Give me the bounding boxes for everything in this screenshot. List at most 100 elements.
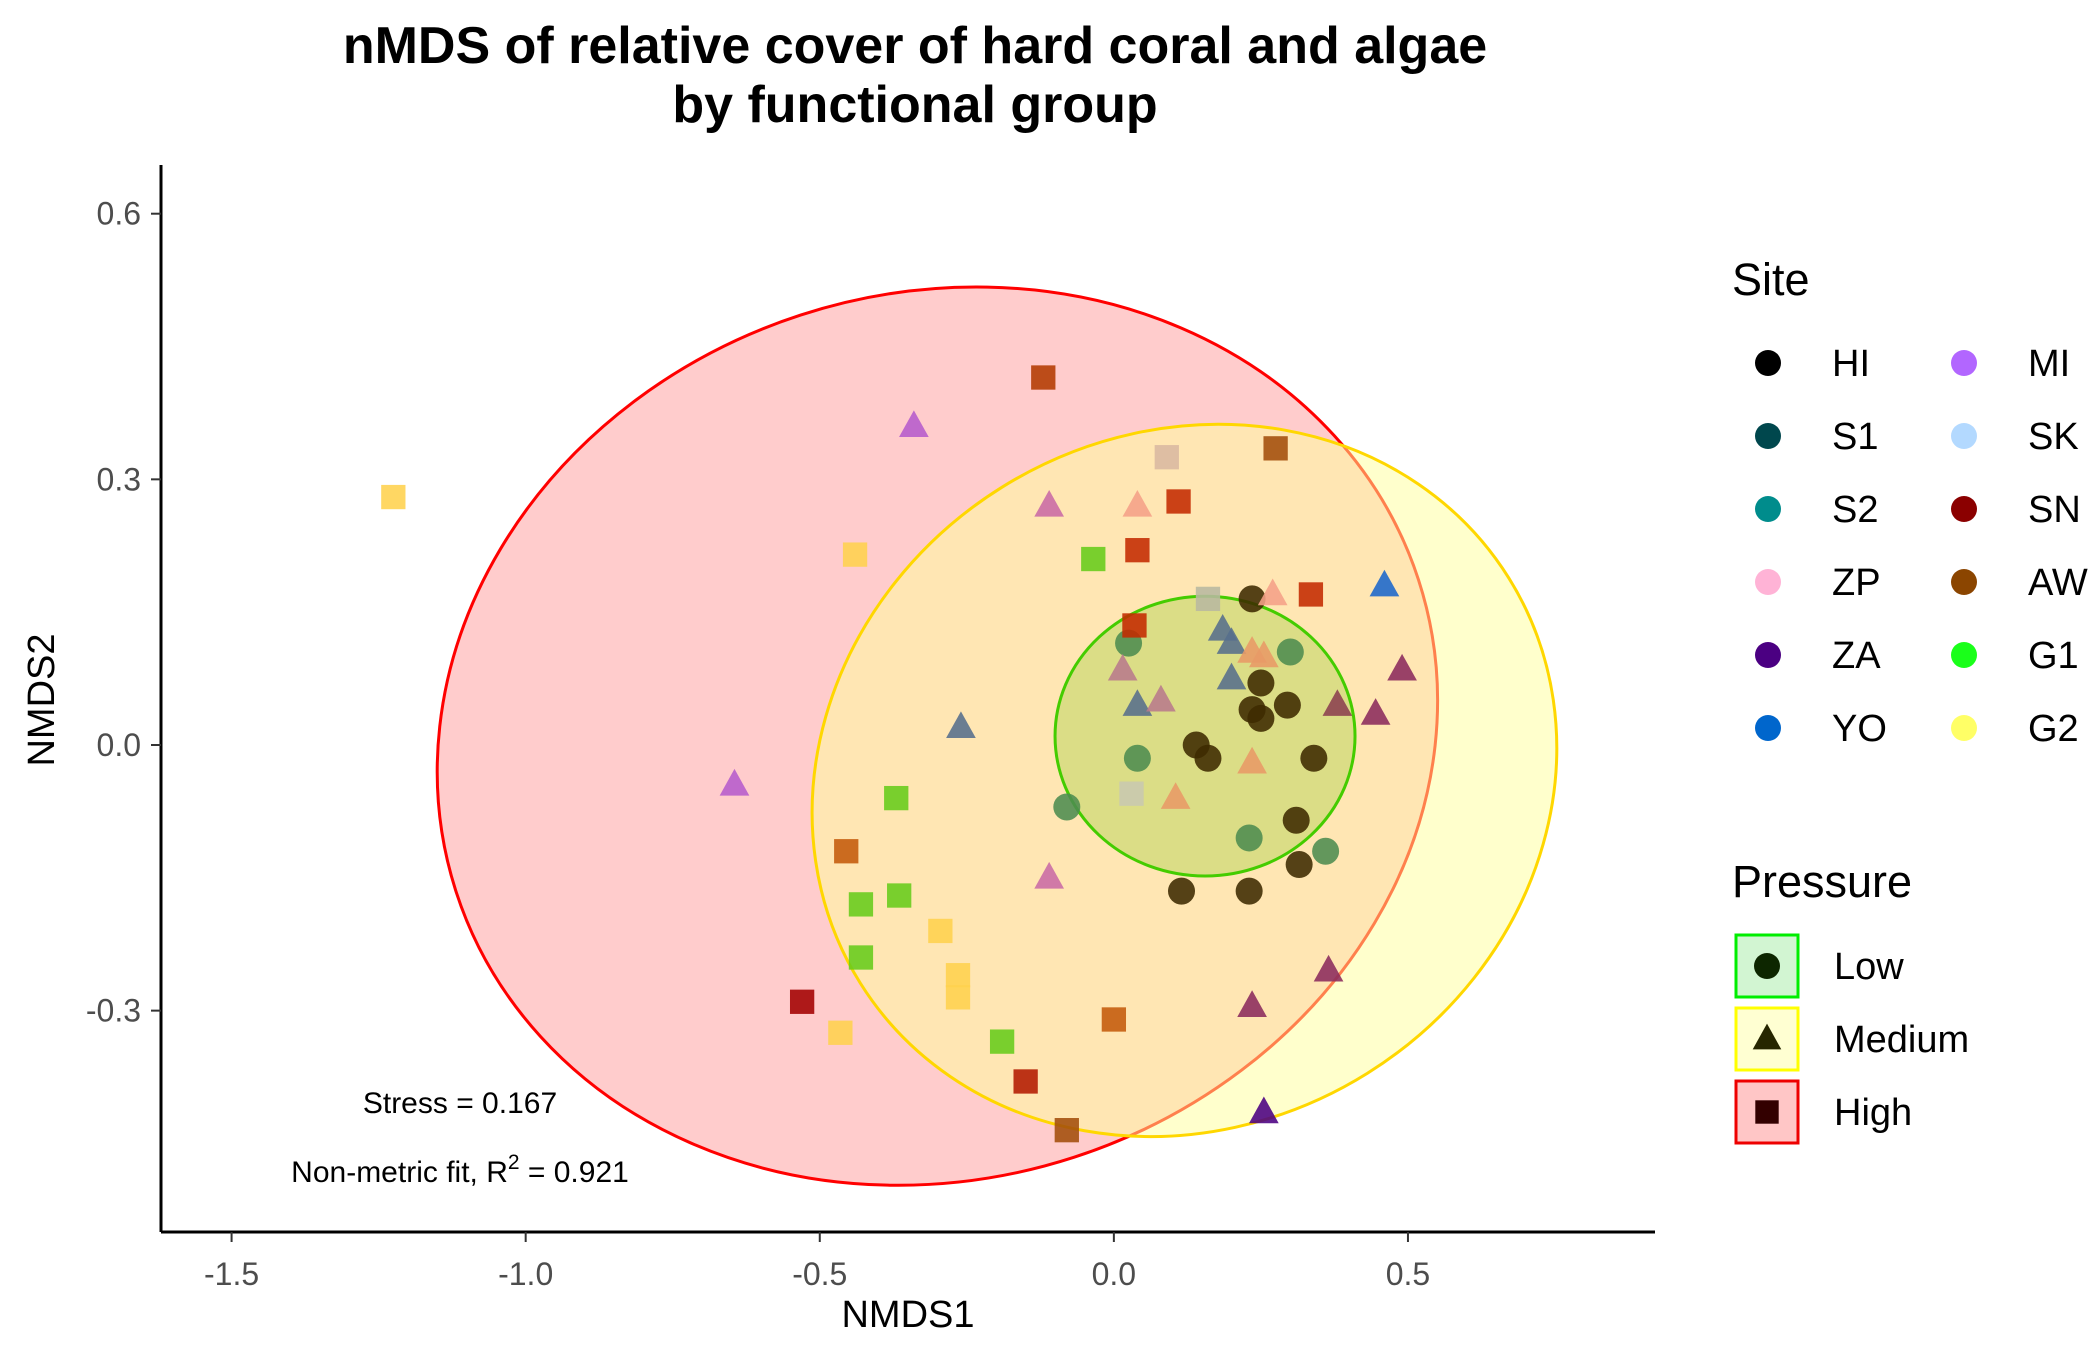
point-medium-triangle — [1237, 990, 1267, 1017]
point-high-square — [842, 542, 868, 567]
legend-site-key — [1951, 569, 1977, 595]
point-high-square — [884, 785, 909, 811]
point-high-square — [1031, 365, 1056, 390]
point-low-circle — [1235, 824, 1263, 852]
point-medium-triangle — [1122, 490, 1153, 517]
point-medium-triangle — [719, 768, 750, 796]
point-high-square — [848, 945, 874, 970]
point-medium-triangle — [1122, 689, 1153, 716]
point-low-circle — [1282, 806, 1310, 834]
fit-annotation: Non-metric fit, R2 = 0.921 — [291, 1151, 629, 1189]
point-medium-triangle — [946, 711, 976, 739]
y-ticks: -0.3 0.0 0.3 0.6 — [86, 196, 161, 1029]
point-high-square — [381, 484, 406, 510]
axes: -1.5 -1.0 -0.5 0.0 0.5 -0.3 0.0 0.3 0.6 — [86, 165, 1655, 1292]
point-medium-triangle — [1216, 662, 1247, 690]
point-high-square — [1013, 1069, 1038, 1094]
point-low-circle — [1168, 877, 1196, 905]
point-high-square — [1166, 489, 1191, 514]
point-medium-triangle — [1257, 578, 1288, 606]
point-high-square — [848, 892, 874, 917]
y-tick-label: 0.6 — [97, 196, 141, 232]
point-low-circle — [1238, 585, 1266, 613]
legend-site-label: MI — [2028, 343, 2070, 385]
legend-site-label: S1 — [1832, 416, 1878, 458]
fit-annotation-superscript: 2 — [508, 1151, 520, 1174]
point-medium-triangle — [899, 410, 929, 437]
point-high-square — [945, 963, 971, 988]
point-medium-triangle — [1160, 782, 1191, 809]
point-low-circle — [1247, 704, 1275, 732]
point-medium-triangle — [1360, 698, 1391, 725]
legend-site: Site HI S1 S2 ZP ZA YO MI SK SN AW G1 G2 — [1732, 254, 2088, 750]
ellipse-layer — [435, 285, 1559, 1187]
ellipse-medium — [810, 422, 1559, 1139]
legend-site-key — [1951, 496, 1977, 522]
point-high-square — [789, 989, 815, 1014]
legend-site-label: ZA — [1832, 635, 1881, 677]
point-medium-triangle — [1034, 861, 1065, 889]
point-high-square — [887, 883, 912, 908]
legend-site-key — [1755, 423, 1781, 449]
legend-pressure-key-square — [1755, 1100, 1779, 1124]
point-medium-triangle — [1034, 490, 1065, 517]
legend-site-label: SN — [2028, 489, 2081, 531]
legend-site-key — [1755, 496, 1781, 522]
point-high-square — [834, 839, 859, 864]
point-low-circle — [1273, 691, 1301, 719]
point-medium-triangle — [1216, 627, 1247, 654]
point-low-circle — [1235, 877, 1263, 905]
x-tick-label: -1.5 — [204, 1256, 259, 1292]
point-high-square — [1122, 613, 1147, 638]
point-medium-triangle — [1249, 1096, 1279, 1124]
y-tick-label: 0.3 — [97, 461, 141, 497]
point-low-circle — [1276, 638, 1304, 666]
legend-pressure-label: Medium — [1834, 1019, 1969, 1061]
fit-annotation-suffix: = 0.921 — [520, 1156, 629, 1189]
point-high-square — [1101, 1007, 1127, 1032]
x-tick-label: 0.5 — [1386, 1256, 1430, 1292]
point-high-square — [945, 985, 971, 1010]
legend-site-key — [1951, 350, 1977, 376]
point-high-square — [1125, 538, 1150, 563]
legend-site-label: AW — [2028, 562, 2088, 604]
legend-site-label: YO — [1832, 708, 1887, 750]
x-tick-label: 0.0 — [1092, 1256, 1136, 1292]
legend-site-key — [1755, 350, 1781, 376]
legend-pressure: Pressure Low Medium High — [1732, 856, 1969, 1145]
point-medium-triangle — [1237, 746, 1267, 774]
point-low-circle — [1123, 744, 1151, 772]
point-high-square — [1081, 546, 1106, 572]
stress-annotation: Stress = 0.167 — [363, 1087, 557, 1120]
point-high-square — [1195, 586, 1221, 612]
legend-site-key — [1951, 642, 1977, 668]
legend-pressure-key-box — [1734, 1006, 1800, 1072]
point-low-circle — [1053, 793, 1081, 821]
point-medium-triangle — [1313, 954, 1344, 982]
x-axis-title: NMDS1 — [841, 1294, 974, 1336]
legend-pressure-key-triangle — [1752, 1023, 1782, 1050]
point-medium-triangle — [1387, 653, 1417, 681]
point-high-square — [1054, 1118, 1079, 1143]
point-medium-triangle — [1146, 684, 1176, 712]
legend-site-label: SK — [2028, 416, 2079, 458]
legend-pressure-label: Low — [1834, 946, 1904, 988]
legend-site-key — [1755, 642, 1781, 668]
y-axis-title: NMDS2 — [21, 633, 63, 766]
point-high-square — [1119, 781, 1144, 806]
point-low-circle — [1194, 744, 1222, 772]
chart-title-line2: by functional group — [672, 76, 1157, 134]
point-high-square — [928, 918, 953, 944]
point-high-square — [828, 1020, 853, 1045]
point-medium-triangle — [1369, 569, 1400, 597]
legend-site-label: HI — [1832, 343, 1870, 385]
x-tick-label: -1.0 — [498, 1256, 553, 1292]
point-high-square — [1298, 582, 1324, 607]
point-high-square — [1154, 445, 1179, 470]
legend-pressure-title: Pressure — [1732, 856, 1912, 907]
point-low-circle — [1247, 669, 1275, 697]
point-low-circle — [1312, 837, 1340, 865]
x-tick-label: -0.5 — [792, 1256, 847, 1292]
